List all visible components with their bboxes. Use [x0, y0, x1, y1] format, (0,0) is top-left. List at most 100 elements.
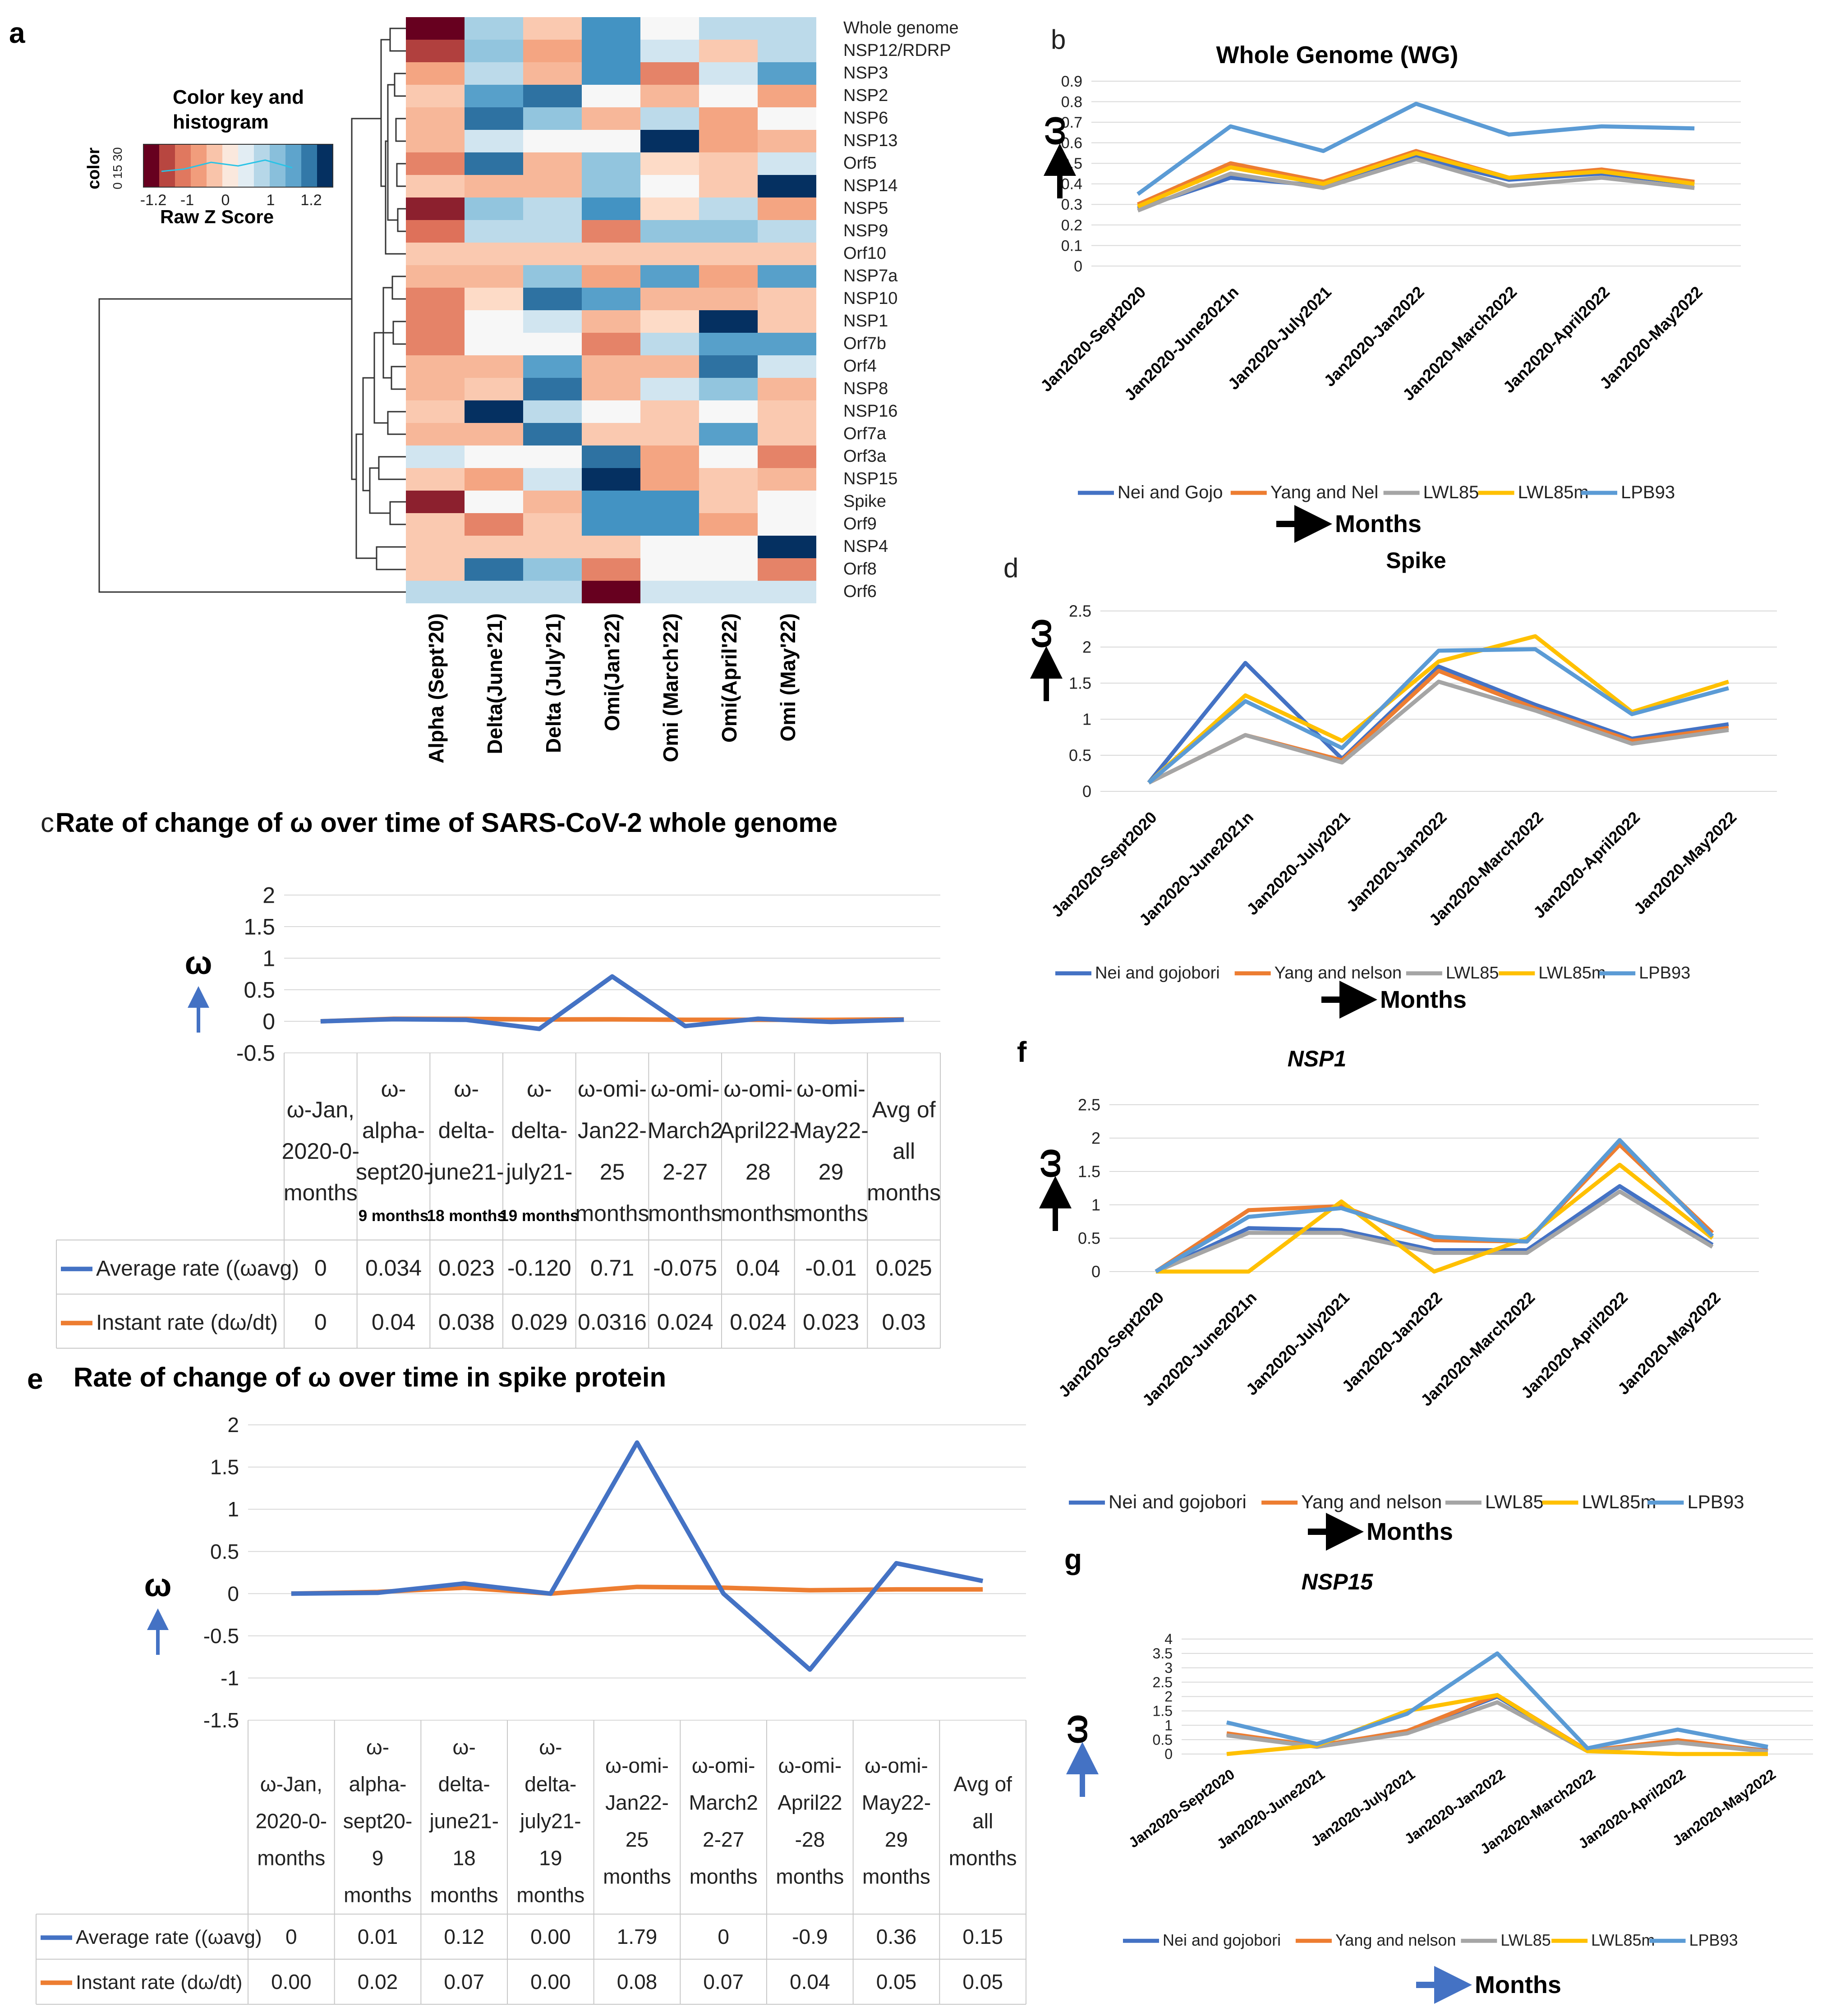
y-tick-label: 0.5	[1061, 155, 1082, 172]
heatmap-column-label: Omi(Jan'22)	[600, 613, 624, 731]
heatmap-cell	[523, 175, 582, 197]
heatmap-cell	[406, 265, 465, 288]
y-tick-label: 2	[1082, 638, 1091, 657]
table-column-header: -28	[795, 1828, 825, 1851]
table-column-header: May22-	[862, 1791, 931, 1814]
heatmap-cell	[406, 288, 465, 310]
heatmap-cell	[699, 536, 758, 558]
heatmap-cell	[640, 491, 699, 513]
heatmap-row-label: Orf6	[843, 582, 877, 601]
y-tick-label: 0	[262, 1009, 275, 1034]
table-column-header: ω-Jan,	[260, 1773, 322, 1796]
table-cell: -0.120	[507, 1255, 571, 1281]
heatmap-cell	[758, 220, 816, 243]
heatmap-row-label: NSP8	[843, 379, 888, 398]
chart-d-spike: Spike 0 0.5 1 1.5 2 2.5 Jan2020-Sept2020 Jan2020…	[1018, 548, 1777, 1019]
table-column-header: 19 months	[500, 1207, 579, 1225]
heatmap-cell	[582, 265, 640, 288]
table-column-header: 29	[819, 1159, 844, 1185]
table-column-header: ω-	[453, 1736, 476, 1759]
heatmap-cell	[406, 17, 465, 40]
heatmap-row-label: Orf7a	[843, 424, 887, 443]
table-column-header: March2	[648, 1118, 723, 1143]
color-key-tick: -1.2	[140, 192, 167, 209]
table-column-header: months	[430, 1883, 498, 1907]
series-line-lwl85	[1155, 1189, 1714, 1274]
heatmap-cell	[699, 85, 758, 107]
x-tick-label: Jan2020-May2022	[1630, 808, 1740, 918]
heatmap-cell	[465, 468, 523, 491]
series-line-yang	[1137, 149, 1695, 207]
heatmap-cell	[523, 310, 582, 333]
heatmap-cell	[758, 130, 816, 152]
heatmap-cell	[640, 220, 699, 243]
heatmap-cell	[699, 468, 758, 491]
heatmap-row-label: NSP9	[843, 221, 888, 240]
color-key-tick: 1.2	[300, 192, 322, 209]
heatmap-cell	[465, 333, 523, 355]
x-tick-label: Jan2020-April2022	[1530, 808, 1644, 922]
y-axis-label: ω	[185, 945, 212, 981]
heatmap-row-label: Spike	[843, 492, 886, 511]
heatmap-cell	[699, 175, 758, 197]
table-cell: -0.075	[653, 1255, 717, 1281]
heatmap-cell	[465, 62, 523, 85]
table-column-header: months	[867, 1180, 941, 1205]
heatmap-cell	[406, 378, 465, 400]
x-tick-label: Jan2020-Jan2022	[1343, 808, 1450, 915]
dendrogram-branch	[385, 140, 406, 255]
heatmap-cell	[465, 175, 523, 197]
table-column-header: ω-Jan,	[287, 1097, 354, 1122]
heatmap-cell	[758, 265, 816, 288]
heatmap-row-label: Orf3a	[843, 447, 887, 466]
heatmap-cell	[699, 310, 758, 333]
heatmap-cell	[582, 581, 640, 603]
heatmap-cell	[640, 558, 699, 581]
heatmap-row-label: NSP1	[843, 312, 888, 331]
color-key-tick: 1	[267, 192, 275, 209]
table-cell: 0.02	[358, 1970, 398, 1993]
legend-label: Nei and gojobori	[1163, 1931, 1281, 1949]
heatmap-cell	[465, 513, 523, 536]
chart-title: NSP15	[1302, 1569, 1374, 1594]
heatmap-row-label: NSP13	[843, 131, 897, 150]
table-column-header: 25	[626, 1828, 649, 1851]
color-key-label: Raw Z Score	[160, 206, 274, 227]
table-column-header: months	[575, 1201, 649, 1226]
heatmap-row-label: NSP15	[843, 469, 897, 488]
heatmap-cell	[523, 220, 582, 243]
table-column-header: ω-	[366, 1736, 389, 1759]
table-column-header: delta-	[438, 1118, 495, 1143]
heatmap-cell	[406, 423, 465, 445]
panel-label-e: e	[27, 1363, 43, 1395]
series-line-nei	[1147, 661, 1729, 784]
heatmap-cell	[406, 85, 465, 107]
heatmap-cell	[582, 423, 640, 445]
table-cell: 0.71	[590, 1255, 634, 1281]
dendrogram-branch	[351, 118, 381, 480]
heatmap-cell	[523, 243, 582, 265]
legend-label: LWL85	[1485, 1491, 1544, 1512]
y-tick-label: 0.5	[1069, 746, 1091, 765]
heatmap-cell	[406, 243, 465, 265]
color-key-tick: 0	[221, 192, 230, 209]
y-tick-label: 0	[227, 1582, 239, 1605]
table-column-header: all	[893, 1139, 915, 1164]
table-cell: 0.01	[358, 1925, 398, 1948]
color-key-bar	[143, 144, 333, 188]
heatmap-cell	[523, 513, 582, 536]
heatmap-cell	[465, 152, 523, 175]
heatmap-row-label: Orf5	[843, 154, 877, 173]
heatmap-cell	[582, 243, 640, 265]
table-column-header: ω-	[527, 1076, 552, 1102]
x-axis-label: Months	[1366, 1518, 1453, 1545]
heatmap-cell	[758, 491, 816, 513]
x-tick-label: Jan2020-July2021	[1242, 1288, 1353, 1399]
heatmap-cell	[758, 197, 816, 220]
y-tick-label: 4	[1164, 1631, 1173, 1647]
table-column-header: alpha-	[362, 1118, 425, 1143]
y-tick-label: 2.5	[1069, 602, 1091, 620]
legend-label: Yang and nelson	[1335, 1931, 1456, 1949]
heatmap-cell	[699, 333, 758, 355]
table-column-header: all	[972, 1809, 993, 1833]
